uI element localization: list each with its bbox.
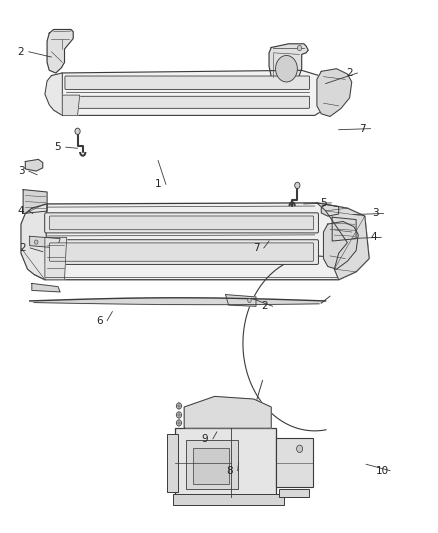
Text: 2: 2 [19,243,25,253]
Text: 5: 5 [320,198,327,208]
Polygon shape [47,29,73,73]
Circle shape [35,240,38,244]
Polygon shape [321,205,339,216]
Text: 2: 2 [346,68,353,78]
FancyBboxPatch shape [279,489,309,497]
Polygon shape [269,44,308,87]
Polygon shape [323,221,358,269]
Text: 3: 3 [372,208,379,219]
Polygon shape [23,190,47,214]
FancyBboxPatch shape [49,216,314,230]
Circle shape [295,182,300,189]
FancyBboxPatch shape [176,428,276,497]
Text: 4: 4 [370,232,377,243]
FancyBboxPatch shape [45,213,318,233]
Polygon shape [30,236,60,248]
Text: 7: 7 [253,243,259,253]
FancyBboxPatch shape [49,243,314,261]
FancyBboxPatch shape [65,96,310,108]
FancyBboxPatch shape [193,448,229,484]
Polygon shape [62,95,80,115]
Polygon shape [226,295,256,306]
Text: 2: 2 [18,47,24,56]
Text: 9: 9 [202,434,208,444]
Polygon shape [25,159,43,171]
Text: 6: 6 [96,316,102,326]
Polygon shape [21,204,47,280]
Text: 5: 5 [55,142,61,152]
Polygon shape [45,73,62,115]
FancyBboxPatch shape [65,76,310,90]
FancyBboxPatch shape [45,240,318,264]
Circle shape [297,45,302,51]
Circle shape [177,403,182,409]
Text: 10: 10 [376,466,389,475]
Circle shape [297,445,303,453]
Text: 1: 1 [155,179,161,189]
Text: 8: 8 [226,466,233,475]
Polygon shape [184,397,271,428]
Circle shape [248,298,251,303]
Polygon shape [30,298,325,305]
Text: 3: 3 [18,166,24,176]
Polygon shape [32,284,60,292]
Polygon shape [317,203,369,280]
Text: 4: 4 [18,206,24,216]
FancyBboxPatch shape [173,495,284,505]
Circle shape [177,419,182,426]
Text: 7: 7 [359,124,366,134]
Circle shape [75,128,80,134]
FancyBboxPatch shape [167,433,178,492]
Circle shape [276,55,297,82]
FancyBboxPatch shape [276,438,313,488]
Circle shape [177,412,182,418]
Polygon shape [32,203,369,280]
Polygon shape [45,238,67,280]
Polygon shape [317,69,352,116]
Polygon shape [332,217,356,241]
Text: 2: 2 [261,301,268,311]
Polygon shape [51,70,332,115]
FancyBboxPatch shape [186,440,238,489]
